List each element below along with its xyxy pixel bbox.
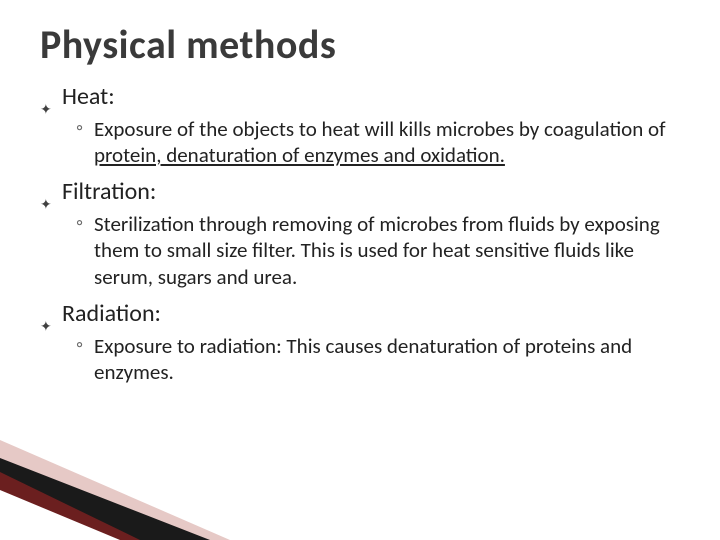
sub-marker-icon: ◦ [76, 116, 94, 141]
bullet-item-filtration: ✦ Filtration: ◦ Sterilization through re… [40, 178, 680, 290]
sub-text-prefix: Exposure to radiation: This causes denat… [94, 333, 632, 385]
sub-marker-icon: ◦ [76, 211, 94, 236]
corner-band-top [0, 440, 230, 540]
corner-wedge-dark [0, 458, 210, 540]
sub-item: ◦ Exposure of the objects to heat will k… [76, 116, 680, 169]
page-title: Physical methods [40, 20, 680, 69]
bullet-label: Filtration: [62, 178, 156, 207]
bullet-item-heat: ✦ Heat: ◦ Exposure of the objects to hea… [40, 83, 680, 168]
sub-text: Sterilization through removing of microb… [94, 211, 680, 290]
sub-item: ◦ Exposure to radiation: This causes den… [76, 333, 680, 386]
bullet-label: Radiation: [62, 300, 161, 329]
sub-text: Exposure of the objects to heat will kil… [94, 116, 680, 169]
corner-wedge-mid [0, 472, 140, 540]
bullet-marker-icon: ✦ [40, 197, 62, 211]
bullet-marker-icon: ✦ [40, 102, 62, 116]
bullet-marker-icon: ✦ [40, 319, 62, 333]
corner-wedge-white [0, 490, 120, 540]
sub-text-prefix: Sterilization through removing of microb… [94, 211, 660, 290]
bullet-head: ✦ Filtration: [40, 178, 680, 207]
sub-text-prefix: Exposure of the objects to heat will kil… [94, 116, 666, 142]
sub-text-underlined: protein, denaturation of enzymes and oxi… [94, 142, 505, 168]
sub-text: Exposure to radiation: This causes denat… [94, 333, 680, 386]
bullet-head: ✦ Heat: [40, 83, 680, 112]
sub-item: ◦ Sterilization through removing of micr… [76, 211, 680, 290]
sub-marker-icon: ◦ [76, 333, 94, 358]
bullet-label: Heat: [62, 83, 115, 112]
bullet-head: ✦ Radiation: [40, 300, 680, 329]
corner-decoration-icon [0, 440, 300, 540]
bullet-list: ✦ Heat: ◦ Exposure of the objects to hea… [40, 83, 680, 385]
slide: Physical methods ✦ Heat: ◦ Exposure of t… [0, 0, 720, 540]
bullet-item-radiation: ✦ Radiation: ◦ Exposure to radiation: Th… [40, 300, 680, 385]
